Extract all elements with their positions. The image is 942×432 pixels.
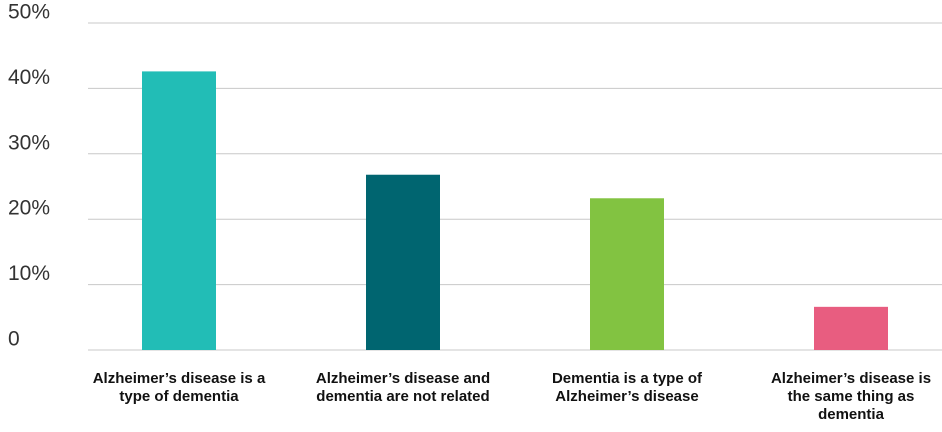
x-tick-label: Alzheimer’s disease and dementia are not… bbox=[315, 370, 491, 405]
x-tick-label: Dementia is a type of Alzheimer’s diseas… bbox=[551, 370, 703, 405]
x-tick-label: Alzheimer’s disease is the same thing as… bbox=[770, 370, 932, 423]
x-tick-label: Alzheimer’s disease is a type of dementi… bbox=[92, 370, 266, 405]
bar bbox=[814, 306, 888, 350]
y-tick-label: 50% bbox=[8, 1, 50, 24]
y-tick-label: 10% bbox=[8, 262, 50, 285]
bar bbox=[366, 174, 440, 350]
y-tick-label: 30% bbox=[8, 131, 50, 154]
bar bbox=[590, 198, 664, 350]
y-tick-label: 40% bbox=[8, 66, 50, 89]
y-tick-label: 20% bbox=[8, 197, 50, 220]
bar bbox=[142, 71, 216, 351]
y-tick-label: 0 bbox=[8, 328, 20, 351]
